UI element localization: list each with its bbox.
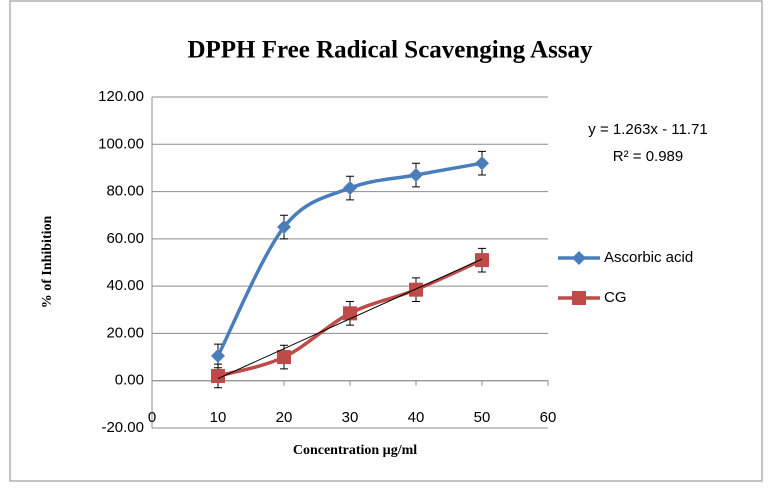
x-tick-label: 30 bbox=[342, 409, 359, 426]
data-point bbox=[475, 156, 489, 171]
y-axis-label: % of Inhibition bbox=[40, 215, 55, 308]
legend-marker bbox=[572, 291, 586, 305]
data-point bbox=[409, 168, 423, 183]
data-point bbox=[409, 282, 423, 297]
y-tick-label: 80.00 bbox=[106, 183, 144, 200]
x-tick-label: 50 bbox=[474, 409, 491, 426]
y-tick-label: 0.00 bbox=[115, 372, 144, 389]
trendline bbox=[217, 258, 483, 379]
x-tick-label: 60 bbox=[540, 409, 557, 426]
x-axis-label: Concentration µg/ml bbox=[293, 443, 417, 458]
data-point bbox=[277, 220, 291, 235]
y-tick-label: 60.00 bbox=[106, 230, 144, 247]
data-point bbox=[277, 350, 291, 365]
legend-marker bbox=[572, 251, 586, 265]
equation: y = 1.263x - 11.71 bbox=[588, 121, 707, 138]
legend-label: CG bbox=[604, 289, 627, 306]
data-point bbox=[475, 253, 489, 268]
y-tick-label: -20.00 bbox=[101, 419, 144, 436]
y-tick-label: 100.00 bbox=[98, 135, 144, 152]
chart-border bbox=[9, 0, 763, 482]
chart-title: DPPH Free Radical Scavenging Assay bbox=[187, 37, 593, 64]
data-point bbox=[211, 348, 225, 363]
data-point bbox=[343, 306, 357, 321]
y-tick-label: 120.00 bbox=[98, 88, 144, 105]
x-tick-label: 40 bbox=[408, 409, 425, 426]
series-line bbox=[216, 161, 483, 357]
x-tick-label: 0 bbox=[148, 409, 156, 426]
y-tick-label: 20.00 bbox=[106, 324, 144, 341]
x-tick-label: 20 bbox=[276, 409, 293, 426]
r-squared: R² = 0.989 bbox=[613, 148, 683, 165]
legend-label: Ascorbic acid bbox=[604, 249, 693, 266]
x-tick-label: 10 bbox=[210, 409, 227, 426]
data-point bbox=[343, 181, 357, 196]
y-tick-label: 40.00 bbox=[106, 277, 144, 294]
data-point bbox=[211, 368, 225, 383]
